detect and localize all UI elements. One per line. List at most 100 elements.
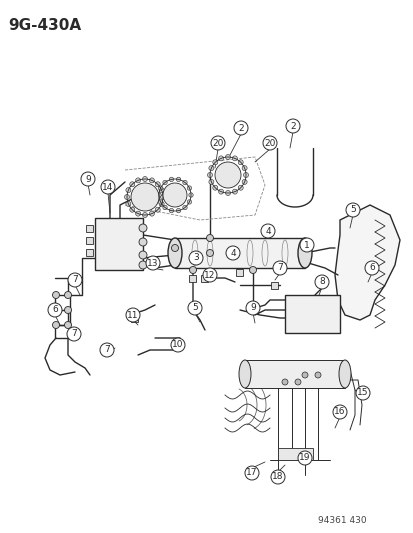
Circle shape bbox=[129, 182, 135, 187]
Circle shape bbox=[171, 338, 185, 352]
Bar bbox=[189, 274, 196, 281]
Circle shape bbox=[131, 183, 159, 211]
Circle shape bbox=[206, 249, 213, 256]
Bar bbox=[271, 281, 278, 288]
Circle shape bbox=[202, 268, 216, 282]
Circle shape bbox=[243, 173, 248, 177]
Circle shape bbox=[209, 180, 214, 184]
Text: 14: 14 bbox=[102, 182, 114, 191]
Circle shape bbox=[64, 306, 71, 313]
Circle shape bbox=[126, 311, 133, 319]
Circle shape bbox=[135, 211, 140, 216]
Bar bbox=[131, 314, 138, 321]
Circle shape bbox=[214, 162, 240, 188]
Circle shape bbox=[272, 261, 286, 275]
Circle shape bbox=[189, 266, 196, 273]
Circle shape bbox=[232, 189, 237, 194]
Circle shape bbox=[149, 211, 154, 216]
Circle shape bbox=[249, 266, 256, 273]
Text: 9: 9 bbox=[249, 303, 255, 312]
Circle shape bbox=[157, 193, 161, 197]
Circle shape bbox=[158, 186, 162, 190]
Circle shape bbox=[187, 200, 191, 204]
Text: 6: 6 bbox=[52, 305, 58, 314]
Bar bbox=[284, 295, 339, 333]
Circle shape bbox=[212, 185, 217, 190]
Text: 2: 2 bbox=[237, 124, 243, 133]
Text: 11: 11 bbox=[127, 311, 138, 319]
Bar bbox=[277, 448, 312, 460]
Bar bbox=[175, 238, 304, 268]
Text: 18: 18 bbox=[272, 472, 283, 481]
Circle shape bbox=[314, 372, 320, 378]
Text: 19: 19 bbox=[299, 454, 310, 463]
Circle shape bbox=[139, 224, 147, 232]
Circle shape bbox=[52, 292, 59, 298]
Circle shape bbox=[158, 200, 162, 204]
Circle shape bbox=[189, 251, 202, 265]
Text: 6: 6 bbox=[368, 263, 374, 272]
Text: 94361 430: 94361 430 bbox=[317, 516, 366, 525]
Circle shape bbox=[237, 160, 243, 165]
Circle shape bbox=[68, 273, 82, 287]
Circle shape bbox=[64, 321, 71, 328]
Circle shape bbox=[176, 208, 180, 213]
Bar bbox=[201, 274, 208, 281]
Bar bbox=[86, 224, 93, 231]
Circle shape bbox=[169, 208, 173, 213]
Circle shape bbox=[218, 189, 223, 194]
Bar bbox=[86, 237, 93, 244]
Circle shape bbox=[242, 180, 247, 184]
Circle shape bbox=[52, 306, 59, 313]
Circle shape bbox=[188, 193, 193, 197]
Circle shape bbox=[169, 177, 173, 182]
Circle shape bbox=[364, 261, 378, 275]
Text: 4: 4 bbox=[265, 227, 270, 236]
Circle shape bbox=[332, 405, 346, 419]
Circle shape bbox=[101, 180, 115, 194]
Text: 5: 5 bbox=[192, 303, 197, 312]
Circle shape bbox=[225, 155, 230, 159]
Text: 12: 12 bbox=[204, 271, 215, 279]
Bar bbox=[86, 248, 93, 255]
Circle shape bbox=[155, 207, 160, 212]
Circle shape bbox=[135, 178, 140, 183]
Bar bbox=[95, 218, 142, 270]
Text: 15: 15 bbox=[356, 389, 368, 398]
Text: 7: 7 bbox=[71, 329, 77, 338]
Circle shape bbox=[188, 301, 202, 315]
Circle shape bbox=[139, 238, 147, 246]
Circle shape bbox=[159, 201, 164, 206]
Circle shape bbox=[355, 386, 369, 400]
Ellipse shape bbox=[238, 360, 250, 388]
Circle shape bbox=[237, 185, 243, 190]
Circle shape bbox=[139, 261, 147, 269]
Circle shape bbox=[345, 203, 359, 217]
Text: 9: 9 bbox=[85, 174, 91, 183]
Text: 3: 3 bbox=[192, 254, 198, 262]
Text: 7: 7 bbox=[276, 263, 282, 272]
Text: 16: 16 bbox=[333, 408, 345, 416]
Circle shape bbox=[67, 327, 81, 341]
Circle shape bbox=[262, 136, 276, 150]
Text: 7: 7 bbox=[72, 276, 78, 285]
Ellipse shape bbox=[297, 238, 311, 268]
Circle shape bbox=[297, 451, 311, 465]
Bar bbox=[236, 269, 243, 276]
Circle shape bbox=[301, 372, 307, 378]
Circle shape bbox=[209, 166, 214, 171]
Circle shape bbox=[242, 166, 247, 171]
Circle shape bbox=[124, 195, 129, 199]
Circle shape bbox=[225, 246, 240, 260]
Circle shape bbox=[146, 256, 159, 270]
Circle shape bbox=[294, 379, 300, 385]
Text: 13: 13 bbox=[147, 259, 158, 268]
Circle shape bbox=[260, 224, 274, 238]
Circle shape bbox=[281, 379, 287, 385]
Ellipse shape bbox=[168, 238, 182, 268]
Circle shape bbox=[187, 186, 191, 190]
Circle shape bbox=[126, 308, 140, 322]
Circle shape bbox=[64, 292, 71, 298]
Circle shape bbox=[48, 303, 62, 317]
Circle shape bbox=[162, 205, 167, 209]
